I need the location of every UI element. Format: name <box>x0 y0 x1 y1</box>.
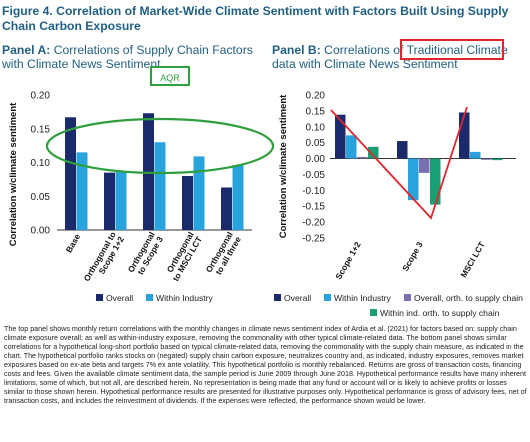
y-tick-label: -0.15 <box>302 202 325 213</box>
legend-swatch <box>404 294 411 301</box>
legend-label: Overall, orth. to supply chain <box>414 293 523 303</box>
x-tick-label: Orthogonalto Scope 3 <box>126 230 166 279</box>
x-tick-label: Base <box>64 232 83 255</box>
y-tick-label: 0.00 <box>306 154 326 165</box>
y-tick-label: 0.10 <box>306 122 326 133</box>
legend-swatch <box>146 294 153 301</box>
red-v-annotation <box>330 106 468 220</box>
legend-item-overall: Overall <box>274 293 311 304</box>
bar <box>232 165 244 230</box>
y-tick-label: -0.20 <box>302 218 325 229</box>
bar <box>430 158 441 205</box>
legend-label: Overall <box>284 293 312 303</box>
annotations <box>45 106 468 220</box>
bar <box>357 156 368 159</box>
bar <box>65 117 76 230</box>
legend-item-within-orth: Within ind. orth. to supply chain <box>370 308 499 319</box>
legend-label: Within Industry <box>156 293 213 303</box>
chart-b: 0.20 0.15 0.10 0.05 0.00 -0.05 -0.10 -0.15 -0.20… <box>278 91 516 281</box>
bar <box>397 141 408 159</box>
green-ellipse-annotation <box>45 117 275 175</box>
y-tick-label: 0.00 <box>31 226 51 237</box>
panel-a-label: Panel A: <box>2 43 51 57</box>
bar <box>492 158 503 161</box>
y-tick-label: -0.10 <box>302 186 325 197</box>
y-tick-label: 0.10 <box>31 158 51 169</box>
bar <box>76 152 88 230</box>
bar <box>459 112 470 159</box>
aqr-badge: AQR <box>150 66 190 86</box>
x-tick-label: Orthogonalto MSCI LCT <box>162 229 204 283</box>
y-tick-label: 0.15 <box>31 124 51 135</box>
bar <box>143 113 154 230</box>
y-tick-label: 0.05 <box>31 192 51 203</box>
panel-b-subtitle: Correlations of Traditional Climate data… <box>272 43 508 71</box>
legend-label: Overall <box>106 293 134 303</box>
x-tick-label: MSCI LCT <box>458 239 487 279</box>
legend-label: Within ind. orth. to supply chain <box>380 308 500 318</box>
legend-swatch <box>324 294 331 301</box>
bar <box>193 156 205 230</box>
legend-swatch <box>370 309 377 316</box>
bar <box>470 151 481 159</box>
bar <box>419 158 430 173</box>
legend-item-within-industry: Within Industry <box>324 293 391 304</box>
legend-label: Within Industry <box>334 293 391 303</box>
legend-item-overall-orth: Overall, orth. to supply chain <box>404 293 523 304</box>
bar <box>221 187 232 230</box>
figure-title: Figure 4. Correlation of Market-Wide Cli… <box>2 4 509 33</box>
bar <box>104 172 115 230</box>
x-tick-label: Orthogonal toScope 1+2 <box>81 230 126 288</box>
x-tick-label: Scope 1+2 <box>333 240 363 281</box>
y-tick-label: 0.20 <box>306 91 326 102</box>
y-axis-label: Correlation w/climate sentiment <box>278 94 289 238</box>
legend-swatch <box>274 294 281 301</box>
bar <box>346 135 357 159</box>
x-tick-label: Scope 3 <box>400 240 425 273</box>
legend-item-overall: Overall <box>96 293 133 304</box>
y-tick-label: -0.25 <box>302 234 325 245</box>
bar <box>481 158 492 160</box>
panel-a-subtitle: Correlations of Supply Chain Factors wit… <box>2 43 253 71</box>
panel-b-heading: Panel B: Correlations of Traditional Cli… <box>272 43 530 71</box>
y-tick-label: 0.05 <box>306 138 326 149</box>
traditional-climate-highlight <box>400 39 504 60</box>
panel-b-label: Panel B: <box>272 43 321 57</box>
x-tick-label-line: Base <box>64 232 83 255</box>
legend-swatch <box>96 294 103 301</box>
y-tick-label: 0.15 <box>306 106 326 117</box>
bar <box>335 114 346 159</box>
bar <box>115 171 127 230</box>
x-tick-label: Orthogonalto all three <box>204 230 244 279</box>
bar <box>182 176 193 230</box>
bar <box>408 158 419 201</box>
y-tick-label: 0.20 <box>31 91 51 102</box>
y-tick-label: -0.05 <box>302 170 325 181</box>
bar <box>368 146 379 159</box>
footnote: The top panel shows monthly return corre… <box>4 325 527 406</box>
legend-item-within-industry: Within Industry <box>146 293 213 304</box>
y-axis-label: Correlation w/climate sentiment <box>8 102 19 246</box>
bar <box>154 142 166 230</box>
panel-a-heading: Panel A: Correlations of Supply Chain Fa… <box>2 43 257 71</box>
